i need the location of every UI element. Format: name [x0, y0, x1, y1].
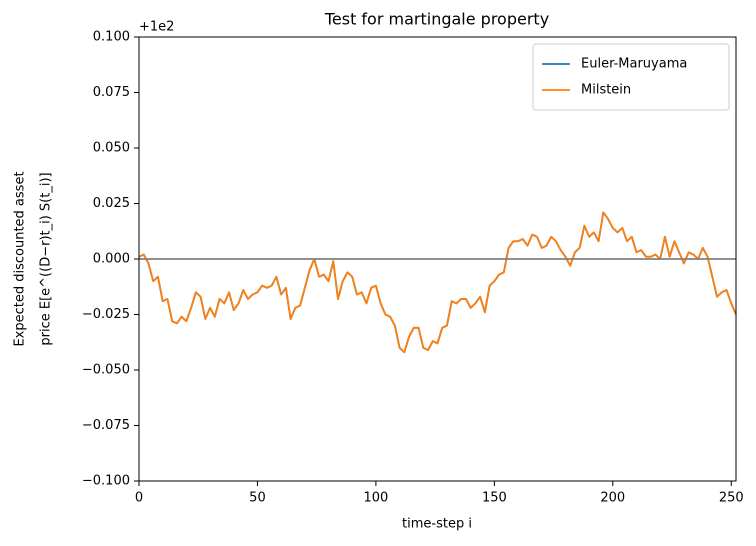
y-axis-label: price E[e^((D−r)t_i) S(t_i)] [39, 172, 54, 345]
x-tick-label: 50 [249, 491, 266, 506]
x-axis-label: time-step i [402, 517, 472, 532]
legend-box [532, 43, 730, 111]
x-tick-label: 150 [482, 491, 507, 506]
x-tick-label: 200 [600, 491, 625, 506]
legend-label: Milstein [581, 83, 631, 98]
y-tick-label: 0.000 [93, 252, 130, 267]
plot-frame [138, 36, 737, 482]
chart-title: Test for martingale property [324, 10, 549, 29]
y-tick-label: −0.050 [82, 363, 130, 378]
x-tick-label: 100 [363, 491, 388, 506]
data-line [138, 211, 737, 354]
y-tick-label: −0.075 [82, 418, 130, 433]
y-tick-label: 0.050 [93, 141, 130, 156]
y-tick-label: 0.100 [93, 30, 130, 45]
data-line [138, 211, 737, 354]
y-tick-label: 0.025 [93, 196, 130, 211]
x-tick-label: 250 [719, 491, 744, 506]
y-tick-label: −0.025 [82, 307, 130, 322]
y-tick-label: 0.075 [93, 85, 130, 100]
x-tick-label: 0 [135, 491, 143, 506]
y-axis-label: Expected discounted asset [13, 171, 28, 346]
y-tick-label: −0.100 [82, 474, 130, 489]
y-offset-text: +1e2 [139, 20, 174, 35]
legend-label: Euler-Maruyama [581, 57, 687, 72]
